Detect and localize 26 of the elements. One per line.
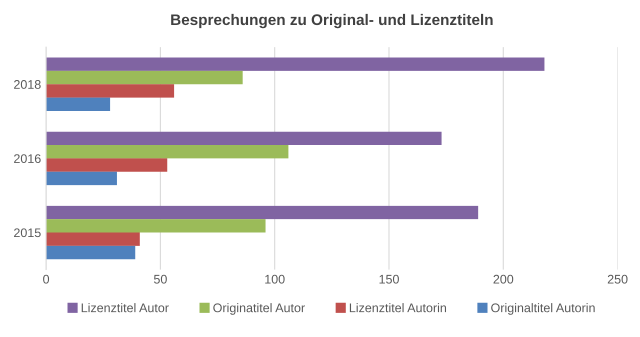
bar (46, 246, 136, 260)
bar (46, 98, 110, 111)
bar (46, 58, 544, 71)
x-tick-label: 100 (265, 274, 285, 284)
y-tick-label: 2018 (14, 80, 41, 89)
legend-label: Originatitel Autor (213, 303, 305, 315)
bar (46, 132, 442, 146)
bar (46, 145, 288, 158)
bar (46, 206, 478, 220)
bar (46, 70, 243, 84)
legend-label: Lizenztitel Autorin (350, 303, 446, 312)
x-tick-label: 50 (154, 274, 167, 284)
bar (46, 84, 174, 98)
x-tick-label: 150 (380, 274, 399, 284)
x-tick-label: 0 (43, 274, 50, 284)
chart-title: Besprechungen zu Original- und Lizenztiteln (171, 14, 493, 28)
legend-label: Lizenztitel Autor (82, 303, 169, 312)
bar (46, 158, 168, 172)
legend-label: Originaltitel Autorin (491, 303, 595, 315)
bar (46, 172, 117, 186)
bar (46, 219, 266, 233)
bar (46, 232, 140, 246)
x-tick-label: 250 (608, 274, 628, 284)
x-tick-label: 200 (494, 274, 514, 284)
y-tick-label: 2016 (14, 154, 41, 164)
y-tick-label: 2015 (14, 228, 41, 238)
